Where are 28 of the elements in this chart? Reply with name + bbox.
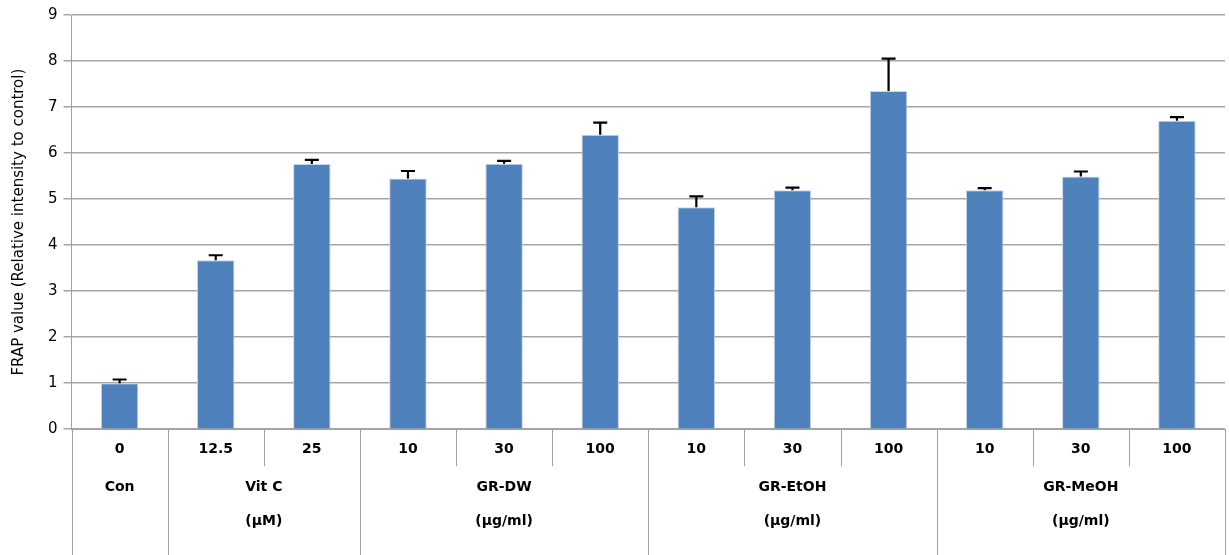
x-tick-label: 30 [782, 440, 803, 457]
x-tick-label: 10 [398, 440, 418, 457]
y-tick-label: 9 [48, 4, 58, 23]
y-tick-label: 1 [48, 373, 58, 392]
x-tick-label: 0 [114, 440, 125, 457]
y-tick-label: 5 [48, 188, 58, 207]
x-tick-label: 12.5 [198, 440, 233, 457]
text: Con [104, 477, 135, 494]
y-tick-label: 7 [48, 96, 58, 115]
y-tick-label: 2 [48, 327, 58, 346]
text: GR-MeOH (μg/ml) [1043, 477, 1119, 528]
text: GR-EtOH (μg/ml) [758, 477, 827, 528]
x-tick-label: 30 [1071, 440, 1091, 457]
y-tick-label: 3 [48, 281, 58, 300]
y-tick-label: 8 [48, 50, 58, 69]
x-tick-label: 10 [686, 440, 707, 457]
y-tick-label: 6 [48, 142, 58, 161]
x-tick-label: 25 [302, 440, 322, 457]
y-tick-label: 4 [48, 235, 58, 253]
y-tick-label: 0 [48, 419, 58, 438]
x-tick-label: 100 [873, 440, 904, 457]
x-tick-label: 30 [494, 440, 515, 457]
x-tick-label: 100 [585, 440, 616, 457]
text: GR-DW (μg/ml) [475, 477, 533, 528]
y-axis-title: FRAP value (Relative intensity to control) [8, 68, 27, 376]
x-tick-label: 100 [1162, 440, 1192, 457]
text: Vit C (μM) [245, 477, 283, 528]
x-tick-label: 10 [974, 440, 995, 457]
